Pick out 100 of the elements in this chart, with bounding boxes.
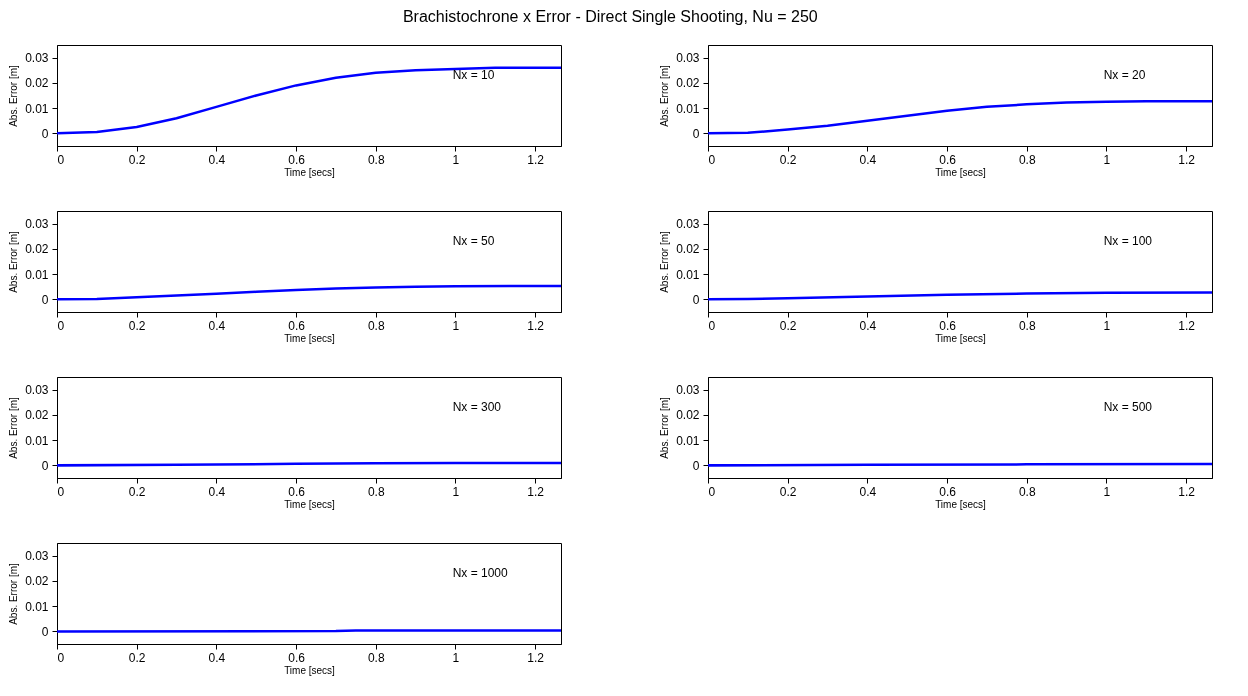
- x-tick-label: 0.6: [288, 318, 306, 333]
- x-tick-label: 0.6: [939, 152, 957, 167]
- y-tick-label: 0: [41, 126, 49, 141]
- y-tick-label: 0.03: [676, 383, 700, 398]
- x-tick-label: 1.2: [1178, 318, 1196, 333]
- y-tick-label: 0.01: [25, 101, 49, 116]
- x-tick-label: 1: [452, 318, 460, 333]
- x-tick-label: 0.4: [859, 318, 877, 333]
- y-tick-label: 0: [692, 458, 700, 473]
- y-tick-label: 0.03: [676, 51, 700, 66]
- annotation: Nx = 20: [1103, 68, 1146, 83]
- x-tick-label: 0.2: [779, 318, 797, 333]
- y-tick-label: 0.03: [25, 549, 49, 564]
- x-tick-label: 0: [57, 152, 65, 167]
- x-tick-label: 0: [708, 318, 716, 333]
- x-tick-label: 0: [708, 152, 716, 167]
- x-tick-label: 0.4: [208, 152, 226, 167]
- y-tick-label: 0.01: [676, 267, 700, 282]
- y-tick-label: 0.03: [25, 383, 49, 398]
- y-tick-label: 0.03: [25, 51, 49, 66]
- x-axis-title: Time [secs]: [284, 332, 336, 344]
- x-tick-label: 1: [452, 152, 460, 167]
- x-tick-label: 0.6: [288, 484, 306, 499]
- x-axis-title: Time [secs]: [935, 498, 987, 510]
- x-axis-title: Time [secs]: [935, 166, 987, 178]
- y-tick-label: 0.02: [25, 408, 49, 423]
- y-tick-label: 0.01: [676, 433, 700, 448]
- x-tick-label: 0.6: [288, 152, 306, 167]
- x-axis-title: Time [secs]: [284, 166, 336, 178]
- x-tick-label: 0: [57, 650, 65, 665]
- x-tick-label: 1.2: [527, 152, 545, 167]
- x-tick-label: 1.2: [527, 318, 545, 333]
- y-tick-label: 0.02: [25, 76, 49, 91]
- y-axis-title: Abs. Error [m]: [659, 64, 671, 127]
- y-tick-label: 0.02: [676, 76, 700, 91]
- y-tick-label: 0.02: [25, 242, 49, 257]
- annotation: Nx = 100: [1103, 234, 1153, 249]
- x-tick-label: 0.2: [128, 484, 146, 499]
- x-tick-label: 0: [57, 484, 65, 499]
- y-axis-title: Abs. Error [m]: [8, 230, 20, 293]
- y-tick-label: 0.02: [676, 242, 700, 257]
- x-tick-label: 1: [452, 650, 460, 665]
- y-tick-label: 0.03: [676, 217, 700, 232]
- y-tick-label: 0: [41, 458, 49, 473]
- x-tick-label: 0.8: [1018, 484, 1036, 499]
- x-tick-label: 0: [708, 484, 716, 499]
- x-tick-label: 0.2: [128, 318, 146, 333]
- text: Brachistochrone x Error - Direct Single Shooting, Nu = 250: [402, 7, 818, 25]
- line-series: [57, 284, 561, 301]
- x-tick-label: 1: [1103, 484, 1111, 499]
- x-tick-label: 1: [1103, 318, 1111, 333]
- y-tick-label: 0: [41, 292, 49, 307]
- y-tick-label: 0: [692, 292, 700, 307]
- y-axis-title: Abs. Error [m]: [659, 396, 671, 459]
- y-tick-label: 0.03: [25, 217, 49, 232]
- line-series: [57, 66, 561, 135]
- y-tick-label: 0: [692, 126, 700, 141]
- y-axis-title: Abs. Error [m]: [8, 64, 20, 127]
- annotation: Nx = 50: [452, 234, 495, 249]
- line-series: [708, 291, 1212, 301]
- x-tick-label: 0.6: [939, 318, 957, 333]
- annotation: Nx = 500: [1103, 400, 1153, 415]
- x-tick-label: 0.6: [939, 484, 957, 499]
- x-tick-label: 0.8: [1018, 318, 1036, 333]
- y-tick-label: 0.01: [25, 267, 49, 282]
- annotation: Nx = 10: [452, 68, 495, 83]
- x-tick-label: 0.4: [859, 484, 877, 499]
- x-tick-label: 0.8: [367, 484, 385, 499]
- x-tick-label: 0.2: [128, 152, 146, 167]
- y-tick-label: 0.01: [676, 101, 700, 116]
- x-axis-title: Time [secs]: [935, 332, 987, 344]
- x-tick-label: 0: [57, 318, 65, 333]
- y-axis-title: Abs. Error [m]: [8, 562, 20, 625]
- x-tick-label: 1.2: [1178, 484, 1196, 499]
- x-tick-label: 1.2: [1178, 152, 1196, 167]
- y-axis-title: Abs. Error [m]: [8, 396, 20, 459]
- x-tick-label: 0.2: [128, 650, 146, 665]
- y-axis-title: Abs. Error [m]: [659, 230, 671, 293]
- y-tick-label: 0.02: [676, 408, 700, 423]
- x-tick-label: 0.4: [208, 318, 226, 333]
- x-tick-label: 1.2: [527, 650, 545, 665]
- x-tick-label: 0.8: [367, 152, 385, 167]
- y-tick-label: 0: [41, 624, 49, 639]
- x-tick-label: 0.8: [1018, 152, 1036, 167]
- x-axis-title: Time [secs]: [284, 498, 336, 510]
- x-tick-label: 0.6: [288, 650, 306, 665]
- x-axis-title: Time [secs]: [284, 664, 336, 676]
- line-series: [708, 100, 1212, 135]
- x-tick-label: 0.4: [208, 484, 226, 499]
- y-tick-label: 0.02: [25, 574, 49, 589]
- annotation: Nx = 1000: [452, 566, 508, 581]
- x-tick-label: 0.8: [367, 650, 385, 665]
- y-tick-label: 0.01: [25, 433, 49, 448]
- x-tick-label: 0.2: [779, 484, 797, 499]
- annotation: Nx = 300: [452, 400, 502, 415]
- x-tick-label: 0.4: [208, 650, 226, 665]
- x-tick-label: 0.4: [859, 152, 877, 167]
- y-tick-label: 0.01: [25, 599, 49, 614]
- x-tick-label: 1: [452, 484, 460, 499]
- x-tick-label: 0.2: [779, 152, 797, 167]
